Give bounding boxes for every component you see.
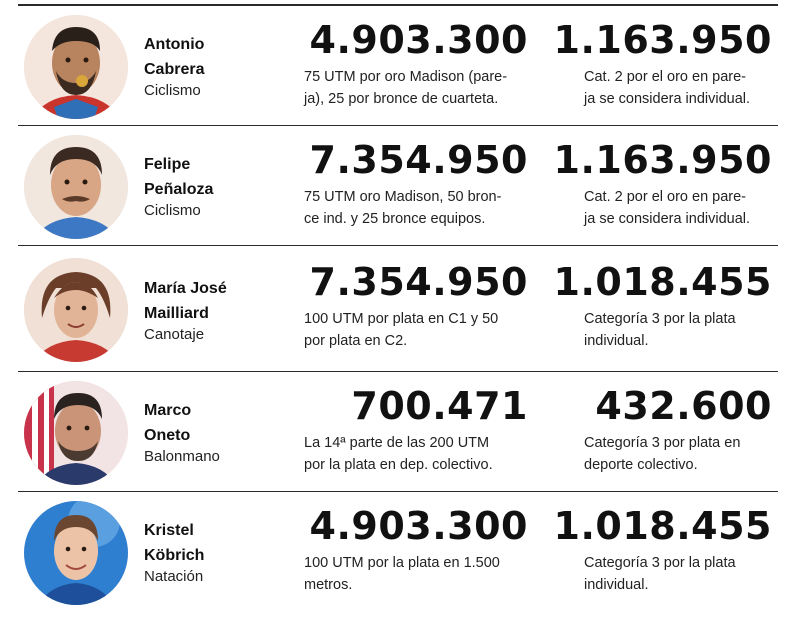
second-amount: 1.018.455 — [553, 504, 772, 548]
table-row: Antonio Cabrera Ciclismo 4.903.300 75 UT… — [18, 6, 778, 126]
row-divider — [18, 124, 778, 126]
prize-amount: 4.903.300 — [309, 504, 528, 548]
athlete-photo — [24, 135, 128, 239]
athlete-sport: Canotaje — [144, 326, 205, 343]
second-note: Cat. 2 por el oro en pare- ja se conside… — [584, 189, 751, 227]
second-amount: 1.163.950 — [553, 18, 772, 62]
table-row: María José Mailliard Canotaje 7.354.950 … — [18, 246, 778, 372]
row-divider — [18, 370, 778, 372]
athlete-name: Kristel Köbrich — [144, 522, 205, 564]
athlete-photo — [24, 501, 128, 605]
top-divider — [18, 4, 778, 6]
second-note: Categoría 3 por plata en deporte colecti… — [584, 435, 741, 473]
row-divider — [18, 490, 778, 492]
prize-amount: 7.354.950 — [309, 260, 528, 304]
athlete-photo — [24, 15, 128, 119]
athlete-name: Marco Oneto — [144, 402, 192, 444]
row-divider — [18, 244, 778, 246]
prize-note: La 14ª parte de las 200 UTM por la plata… — [304, 435, 493, 473]
athlete-sport: Ciclismo — [144, 82, 201, 99]
second-note: Cat. 2 por el oro en pare- ja se conside… — [584, 69, 751, 107]
table-row: Felipe Peñaloza Ciclismo 7.354.950 75 UT… — [18, 126, 778, 246]
athlete-sport: Ciclismo — [144, 202, 201, 219]
athlete-sport: Natación — [144, 568, 204, 585]
prize-amount: 700.471 — [351, 384, 528, 428]
second-amount: 432.600 — [595, 384, 772, 428]
athlete-sport: Balonmano — [144, 448, 220, 465]
prize-amount: 4.903.300 — [309, 18, 528, 62]
prize-note: 75 UTM oro Madison, 50 bron- ce ind. y 2… — [304, 189, 502, 227]
athlete-photo — [24, 258, 128, 362]
prize-note: 100 UTM por plata en C1 y 50 por plata e… — [304, 311, 499, 349]
second-note: Categoría 3 por la plata individual. — [584, 555, 736, 593]
athlete-name: Felipe Peñaloza — [144, 156, 214, 198]
prize-note: 75 UTM por oro Madison (pare- ja), 25 po… — [304, 69, 508, 107]
second-amount: 1.163.950 — [553, 138, 772, 182]
table-row: Marco Oneto Balonmano 700.471 La 14ª par… — [18, 372, 778, 492]
second-note: Categoría 3 por la plata individual. — [584, 311, 736, 349]
table-row: Kristel Köbrich Natación 4.903.300 100 U… — [18, 492, 778, 622]
second-amount: 1.018.455 — [553, 260, 772, 304]
athlete-photo — [24, 381, 128, 485]
athlete-name: Antonio Cabrera — [144, 36, 205, 78]
athlete-name: María José Mailliard — [144, 280, 227, 322]
prize-amount: 7.354.950 — [309, 138, 528, 182]
prize-note: 100 UTM por la plata en 1.500 metros. — [304, 555, 500, 593]
